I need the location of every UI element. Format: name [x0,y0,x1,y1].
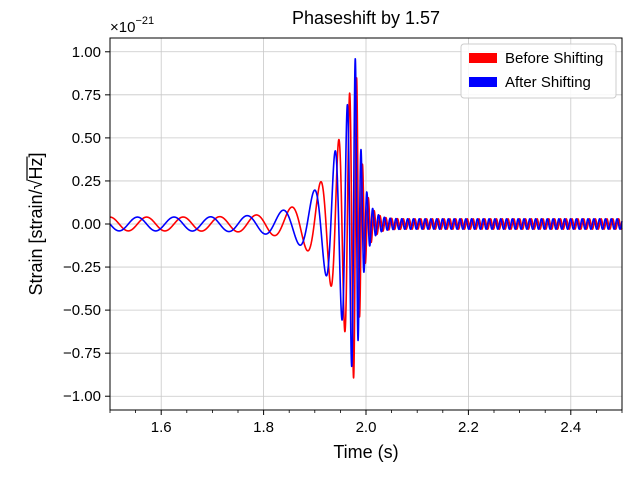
series-line-after-shifting [109,58,623,368]
legend-label-before: Before Shifting [505,50,603,67]
y-tick-label: 0.00 [72,216,101,233]
legend-swatch-before [469,53,497,63]
svg-text:Strain [strain/√Hz]: Strain [strain/√Hz] [26,153,46,296]
y-axis-label: Strain [strain/√Hz] [26,153,46,296]
legend-swatch-after [469,77,497,87]
y-axis-offset: ×10−21 [110,15,154,36]
y-label-text: Strain [strain/ [26,189,46,295]
y-tick-label: −1.00 [63,388,101,405]
y-tick-label: 0.25 [72,173,101,190]
y-tick-label: 1.00 [72,44,101,61]
x-tick-label: 1.6 [151,419,172,436]
y-offset-base: ×10 [110,19,135,36]
series-layer [109,58,623,379]
y-tick-label: −0.75 [63,345,101,362]
y-tick-label: 0.50 [72,130,101,147]
axis-ticks: 1.6 1.8 2.0 2.2 2.4 −1.00 −0.75 −0.50 −0.25 0.00 0… [63,44,623,436]
y-label-close: ] [26,153,46,158]
chart-title: Phaseshift by 1.57 [292,8,440,28]
y-tick-label: −0.50 [63,302,101,319]
x-tick-label: 2.4 [560,419,581,436]
x-tick-label: 1.8 [253,419,274,436]
x-tick-label: 2.2 [458,419,479,436]
y-label-unit: Hz [26,158,46,180]
y-tick-label: 0.75 [72,87,101,104]
legend-label-after: After Shifting [505,74,591,91]
sqrt-sign: √ [26,179,46,189]
x-tick-label: 2.0 [356,419,377,436]
x-axis-label: Time (s) [333,442,398,462]
y-offset-exponent: −21 [135,15,154,27]
legend-box [460,43,617,99]
y-tick-label: −0.25 [63,259,101,276]
legend: Before Shifting After Shifting [460,43,617,99]
